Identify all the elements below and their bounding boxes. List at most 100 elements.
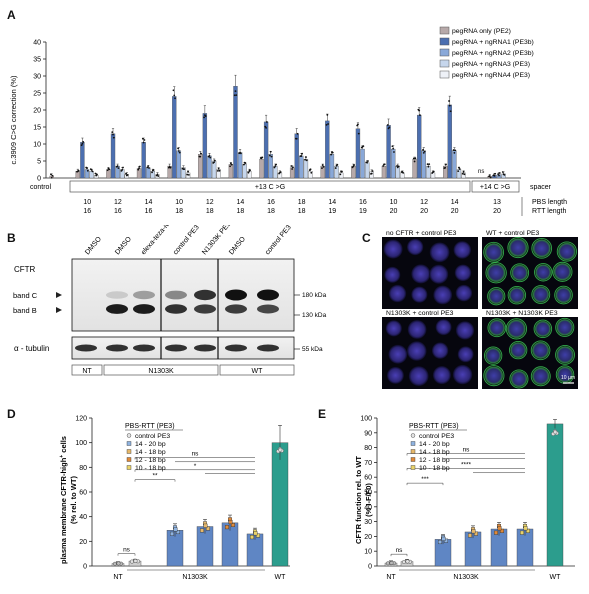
b-band-c bbox=[165, 290, 187, 300]
legend-label: 12 - 18 bp bbox=[419, 457, 450, 464]
a-dot bbox=[339, 173, 342, 176]
a-dot bbox=[111, 131, 114, 133]
group13-label: +13 C >G bbox=[255, 184, 285, 191]
c-cell bbox=[532, 286, 550, 303]
c-cell bbox=[408, 366, 429, 387]
a-dot bbox=[432, 170, 435, 173]
tubulin-label: α - tubulin bbox=[14, 344, 49, 353]
a-dot bbox=[208, 154, 211, 157]
c-cell bbox=[484, 366, 504, 386]
c-membrane bbox=[555, 344, 575, 365]
a-ytick-label: 10 bbox=[33, 142, 41, 149]
a-dot bbox=[217, 167, 220, 170]
ytick-label: 120 bbox=[75, 416, 87, 423]
legend-title: PBS-RTT (PE3) bbox=[409, 423, 459, 430]
a-dot bbox=[213, 159, 216, 162]
a-dot bbox=[498, 172, 501, 174]
sig-bracket bbox=[390, 553, 408, 557]
a-ytick-label: 25 bbox=[33, 91, 41, 98]
panel-c-letter: C bbox=[362, 231, 371, 245]
a-pbs-value: 10 bbox=[83, 199, 91, 206]
data-point bbox=[525, 528, 530, 533]
a-dot bbox=[352, 165, 355, 168]
kda130-label: 130 kDa bbox=[302, 312, 327, 319]
group-n1303k: N1303K bbox=[148, 368, 174, 375]
c-membrane bbox=[487, 318, 507, 338]
a-dot bbox=[273, 166, 276, 169]
a-dot bbox=[229, 165, 231, 168]
a-rtt-value: 19 bbox=[328, 208, 336, 215]
ytick-label: 60 bbox=[79, 490, 87, 497]
b-band-b bbox=[225, 304, 247, 314]
a-pbs-value: 12 bbox=[420, 199, 428, 206]
c-cell bbox=[531, 367, 550, 386]
d-ylabel-1: plasma membrane CFTR-high bbox=[59, 457, 68, 564]
a-dot bbox=[367, 160, 369, 162]
data-point bbox=[493, 530, 498, 535]
a-dot bbox=[183, 168, 186, 171]
c-cell bbox=[556, 318, 574, 336]
a-dot bbox=[177, 147, 179, 150]
b-tubulin-band bbox=[133, 344, 155, 352]
a-ytick-label: 35 bbox=[33, 57, 41, 64]
a-dot bbox=[458, 166, 460, 169]
a-bar bbox=[360, 148, 365, 179]
b-band-c bbox=[257, 289, 279, 301]
sig-label: ns bbox=[192, 450, 200, 457]
a-ytick-label: 0 bbox=[37, 176, 41, 183]
a-dot bbox=[488, 175, 491, 177]
a-dot bbox=[370, 172, 373, 175]
a-legend-swatch bbox=[439, 26, 450, 35]
a-bar bbox=[207, 155, 212, 179]
x-label-nt: NT bbox=[113, 574, 123, 581]
a-dot bbox=[309, 168, 312, 171]
c-cell bbox=[531, 341, 550, 360]
a-dot bbox=[279, 171, 282, 173]
a-dot bbox=[296, 132, 299, 135]
a-dot bbox=[86, 169, 89, 172]
a-bar bbox=[172, 96, 177, 179]
a-rtt-value: 20 bbox=[493, 208, 501, 215]
a-dot bbox=[461, 172, 464, 175]
a-dot bbox=[50, 176, 53, 179]
a-dot bbox=[199, 155, 202, 158]
x-label-n1303k: N1303K bbox=[453, 574, 479, 581]
a-pbs-value: 13 bbox=[493, 199, 501, 206]
c-cell bbox=[452, 364, 473, 385]
a-rtt-value: 18 bbox=[267, 208, 275, 215]
svg-text:plasma membrane CFTR-high+ cel: plasma membrane CFTR-high+ cells bbox=[59, 436, 68, 564]
a-dot bbox=[269, 150, 272, 153]
a-dot bbox=[244, 162, 247, 165]
a-dot bbox=[449, 110, 452, 113]
c-membrane bbox=[531, 237, 553, 259]
a-bar bbox=[400, 172, 405, 179]
a-dot bbox=[371, 170, 374, 172]
b-band-c bbox=[106, 291, 128, 299]
b-band-c bbox=[133, 290, 155, 300]
a-legend-swatch bbox=[439, 37, 450, 46]
c-membrane bbox=[483, 241, 505, 263]
a-dot bbox=[233, 94, 236, 97]
c-cell bbox=[506, 319, 526, 339]
a-dot bbox=[301, 152, 304, 155]
band-b-label: band B bbox=[13, 306, 37, 315]
sig-bracket bbox=[406, 453, 525, 456]
b-lane-label: elexa-teza-iva bbox=[140, 225, 173, 256]
c-cell bbox=[411, 286, 428, 303]
a-pbs-value: 10 bbox=[390, 199, 398, 206]
sig-bracket bbox=[134, 469, 255, 472]
a-bar bbox=[89, 171, 94, 179]
a-dot bbox=[261, 156, 264, 159]
a-dot bbox=[204, 115, 207, 117]
a-ytick-label: 30 bbox=[33, 74, 41, 81]
band-c-label: band C bbox=[13, 291, 38, 300]
legend-label: 10 - 18 bp bbox=[419, 465, 450, 472]
a-dot bbox=[209, 156, 212, 159]
data-point bbox=[553, 430, 558, 435]
d-ylabel-2: + bbox=[59, 455, 65, 458]
a-dot bbox=[156, 173, 159, 176]
a-dot bbox=[213, 161, 215, 164]
x-label-nt: NT bbox=[386, 574, 396, 581]
ytick-label: 40 bbox=[79, 514, 87, 521]
